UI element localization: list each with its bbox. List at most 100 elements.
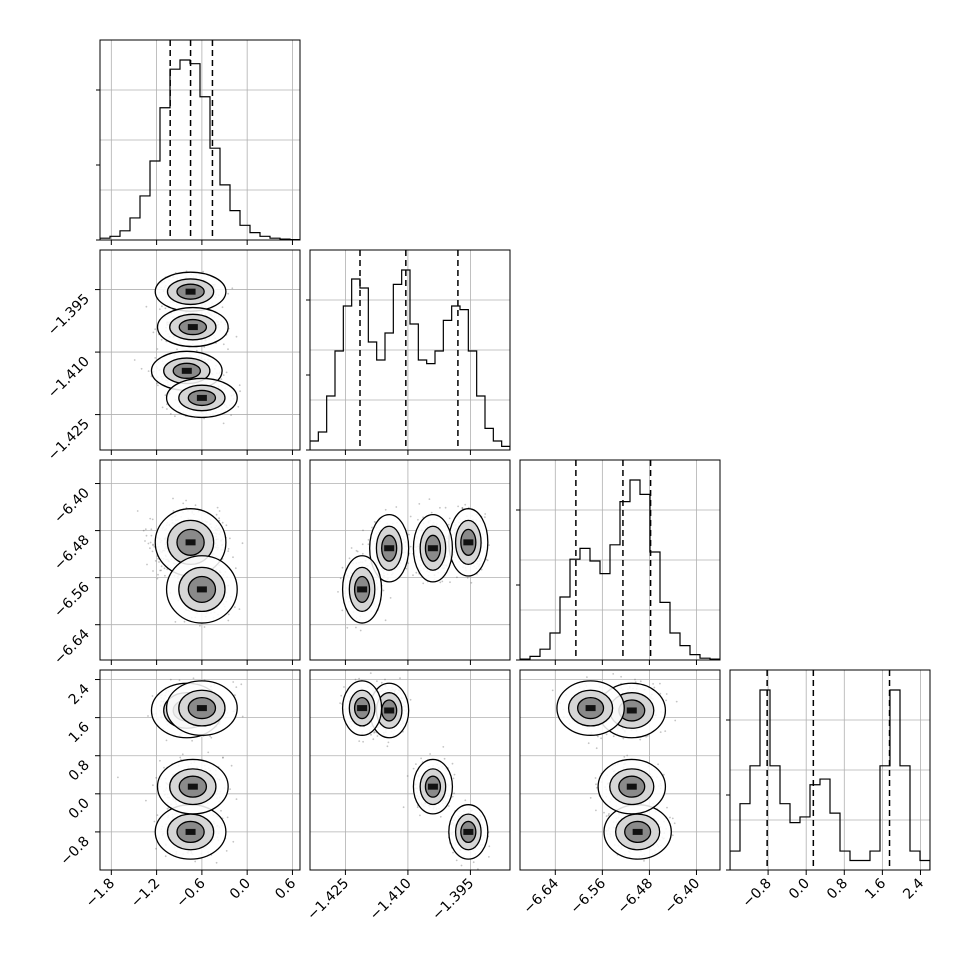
sample-point (441, 580, 444, 583)
contour-line (187, 575, 217, 604)
contour-line (424, 775, 442, 798)
contour-line (166, 278, 215, 306)
sample-point (218, 510, 221, 512)
sample-point (233, 606, 236, 608)
sample-point (238, 608, 241, 610)
sample-point (221, 521, 224, 524)
sample-point (147, 715, 149, 717)
sample-point (222, 343, 225, 346)
sample-point (222, 756, 224, 759)
sample-point (412, 574, 414, 577)
contour-line (178, 318, 208, 336)
sample-point (210, 736, 213, 739)
sample-point (229, 788, 232, 790)
sample-point (453, 773, 456, 776)
contour-line (165, 377, 238, 419)
sample-point (229, 537, 231, 540)
contour-line (353, 696, 371, 720)
sample-point (172, 510, 175, 512)
sample-point (169, 413, 172, 415)
sample-point (484, 516, 486, 518)
sample-point (145, 534, 148, 537)
sample-point (461, 507, 464, 509)
sample-point (159, 569, 162, 572)
sample-point (595, 783, 597, 786)
sample-point (203, 626, 206, 628)
sample-point (384, 619, 387, 622)
contour-line (172, 362, 202, 379)
sample-point (449, 581, 451, 584)
sample-point (160, 569, 163, 572)
sample-point (439, 581, 442, 584)
sample-point (447, 805, 450, 807)
sample-point (166, 807, 169, 810)
sample-point (348, 557, 351, 560)
sample-point (358, 677, 360, 680)
sample-point (596, 786, 598, 789)
sample-point (376, 680, 378, 683)
density-peak (187, 783, 198, 790)
sample-point (164, 574, 166, 577)
sample-point (373, 731, 375, 734)
histogram-2 (520, 479, 720, 660)
sample-point (183, 620, 186, 623)
sample-point (416, 806, 419, 809)
sample-point (152, 543, 154, 546)
contour-line (176, 820, 205, 844)
sample-point (215, 513, 218, 516)
sample-point (486, 559, 489, 562)
sample-point (218, 517, 221, 520)
sample-point (371, 526, 373, 529)
sample-point (488, 544, 490, 546)
sample-point (339, 577, 342, 580)
density-peak (427, 783, 438, 790)
sample-point (234, 567, 237, 570)
contour-line (178, 566, 226, 613)
sample-point (362, 529, 364, 532)
sample-point (166, 568, 169, 571)
sample-point (152, 784, 154, 787)
sample-point (227, 619, 230, 622)
sample-point (158, 308, 161, 311)
sample-point (222, 422, 225, 425)
sample-point (659, 731, 662, 733)
sample-point (442, 746, 445, 748)
sample-point (350, 547, 353, 549)
sample-point (156, 814, 159, 816)
contour-line (176, 283, 205, 300)
contour-line (375, 525, 403, 571)
sample-point (152, 570, 154, 572)
contour-line (412, 513, 454, 583)
sample-point (241, 542, 244, 545)
sample-point (180, 758, 182, 761)
sample-point (367, 543, 370, 546)
sample-point (464, 799, 467, 802)
sample-point (420, 757, 422, 760)
density-peak (357, 705, 368, 712)
sample-point (447, 523, 450, 526)
sample-point (402, 806, 405, 809)
sample-point (430, 511, 433, 514)
sample-point (608, 813, 610, 815)
contour-line (178, 689, 226, 727)
contour-line (454, 813, 482, 851)
sample-point (422, 582, 425, 585)
sample-point (151, 518, 154, 521)
sample-point (234, 694, 236, 697)
sample-point (149, 547, 151, 550)
sample-point (157, 573, 159, 576)
sample-point (439, 815, 442, 818)
sample-point (174, 621, 177, 623)
sample-point (172, 497, 174, 500)
sample-point (361, 552, 364, 555)
sample-point (386, 745, 389, 748)
sample-point (155, 847, 157, 850)
sample-point (356, 550, 359, 553)
sample-point (417, 518, 419, 521)
sample-point (203, 417, 206, 420)
hist-panel-3 (730, 670, 930, 870)
density-peak (187, 324, 198, 331)
sample-point (622, 737, 625, 740)
sample-point (179, 756, 182, 759)
